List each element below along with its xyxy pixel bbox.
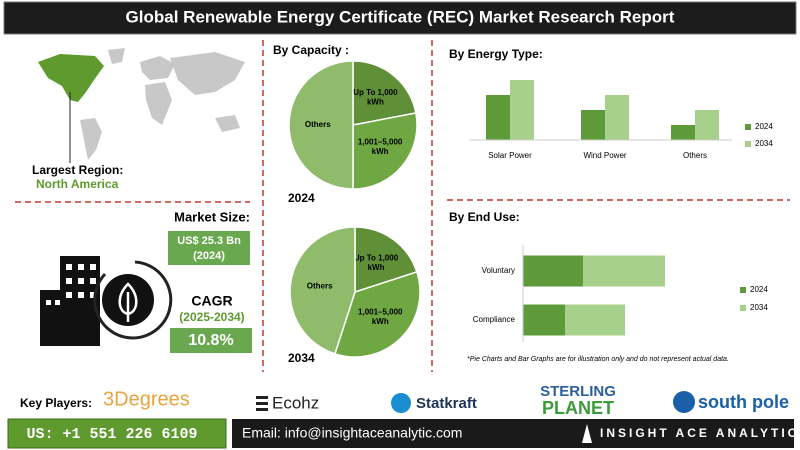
- bar-segment: [523, 255, 583, 287]
- slice-label: Up To 1,000 kWh: [353, 88, 398, 107]
- chart-title: By Energy Type:: [449, 47, 543, 61]
- pie-slice: [352, 60, 417, 126]
- x-tick-label: Others: [683, 151, 707, 160]
- pie-slice: [288, 60, 354, 190]
- legend-swatch: [745, 124, 751, 130]
- logo-ecohz: Ecohz: [272, 393, 319, 412]
- region-label: Largest Region:: [32, 163, 123, 177]
- cagr-box: [170, 328, 252, 353]
- brand: INSIGHT ACE ANALYTIC: [600, 426, 799, 440]
- slice-label: Others: [307, 282, 333, 291]
- bar: [671, 125, 695, 140]
- north-america: [38, 54, 104, 102]
- market-size-value: US$ 25.3 Bn: [177, 235, 241, 247]
- pie-slice: [354, 226, 418, 294]
- bar: [510, 80, 534, 140]
- y-tick-label: Compliance: [473, 315, 516, 324]
- bar: [695, 110, 719, 140]
- legend-swatch: [740, 287, 746, 293]
- legend-label: 2034: [755, 139, 773, 148]
- southpole-icon: [673, 391, 695, 413]
- market-size-label: Market Size:: [174, 209, 250, 224]
- pie-slice: [352, 112, 418, 190]
- slice-label: Up To 1,000 kWh: [354, 253, 399, 272]
- x-tick-label: Solar Power: [488, 151, 532, 160]
- chart-title: By Capacity :: [273, 43, 349, 57]
- slice-label: 1,001–5,000 kWh: [358, 138, 403, 157]
- market-size-box: [168, 231, 250, 265]
- legend-label: 2024: [750, 285, 768, 294]
- bar-segment: [523, 304, 565, 336]
- cycle-arrow: [93, 260, 173, 340]
- bar-segment: [565, 304, 625, 336]
- email: Email: info@insightaceanalytic.com: [242, 425, 462, 441]
- slice-label: Others: [305, 120, 331, 129]
- slice-label: 1,001–5,000 kWh: [358, 308, 403, 327]
- chart-title: By End Use:: [449, 210, 520, 224]
- cagr-period: (2025-2034): [179, 310, 244, 324]
- logo-statkraft: Statkraft: [416, 395, 477, 412]
- title: Global Renewable Energy Certificate (REC…: [126, 7, 675, 26]
- windows: [46, 264, 96, 305]
- bar: [486, 95, 510, 140]
- pie-slice: [289, 226, 356, 355]
- key-players-label: Key Players:: [20, 396, 92, 410]
- y-tick-label: Voluntary: [482, 266, 515, 275]
- phone-box: [7, 418, 227, 449]
- bar-segment: [583, 255, 665, 287]
- logo-south-pole: south pole: [698, 392, 789, 412]
- pie-year: 2024: [288, 191, 315, 205]
- note: *Pie Charts and Bar Graphs are for illus…: [467, 356, 729, 363]
- logo-3degrees: 3Degrees: [103, 388, 190, 410]
- leaf: [118, 282, 138, 322]
- ecohz-icon: [256, 396, 268, 411]
- pie-slice: [333, 270, 421, 358]
- pie-year: 2034: [288, 351, 315, 365]
- logo-sterling: STERLING: [540, 383, 616, 400]
- phone: US: +1 551 226 6109: [26, 426, 197, 443]
- legend-swatch: [740, 305, 746, 311]
- legend-swatch: [745, 141, 751, 147]
- bar: [581, 110, 605, 140]
- region-value: North America: [36, 177, 119, 191]
- bar: [605, 95, 629, 140]
- legend-label: 2034: [750, 303, 768, 312]
- world-map: [80, 48, 245, 160]
- footer-bar: [232, 419, 794, 448]
- statkraft-icon: [391, 393, 411, 413]
- brand-icon: [582, 424, 592, 443]
- x-tick-label: Wind Power: [583, 151, 626, 160]
- cagr-value: 10.8%: [188, 332, 233, 349]
- logo-planet: PLANET: [542, 398, 614, 418]
- legend-label: 2024: [755, 122, 773, 131]
- dividers: [15, 40, 790, 372]
- cagr-label: CAGR: [191, 293, 232, 309]
- market-size-year: (2024): [193, 250, 225, 262]
- header-bar: [3, 1, 797, 35]
